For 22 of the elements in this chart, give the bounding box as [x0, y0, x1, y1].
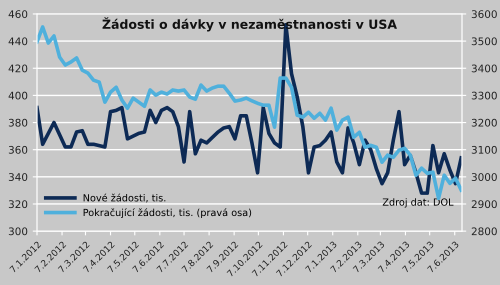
- y-tick-label: 380: [8, 118, 28, 127]
- y2-tick-label: 3100: [472, 146, 497, 154]
- y-tick-label: 440: [8, 37, 28, 46]
- y2-tick-label: 2800: [472, 227, 497, 236]
- y-tick-label: 300: [8, 227, 28, 236]
- y-tick-label: 400: [8, 92, 28, 100]
- y-tick-label: 460: [8, 10, 28, 18]
- y2-tick-label: 2900: [472, 200, 497, 208]
- y-tick-label: 340: [8, 173, 28, 181]
- y-tick-label: 320: [8, 200, 28, 208]
- y-tick-label: 360: [8, 146, 28, 154]
- y2-tick-label: 3300: [472, 92, 497, 100]
- y2-tick-label: 3400: [472, 64, 497, 72]
- y2-tick-label: 3600: [472, 10, 497, 18]
- y2-tick-label: 3200: [472, 118, 497, 127]
- annotation: Zdroj dat: DOL: [382, 198, 454, 208]
- legend-label: Pokračující žádosti, tis. (pravá osa): [84, 208, 252, 218]
- y2-tick-label: 3500: [472, 37, 497, 46]
- legend-label: Nové žádosti, tis.: [84, 194, 166, 202]
- y-tick-label: 420: [8, 64, 28, 72]
- y2-tick-label: 3000: [472, 173, 497, 181]
- chart-title: Žádosti o dávky v nezaměstnanosti v USA: [102, 17, 397, 32]
